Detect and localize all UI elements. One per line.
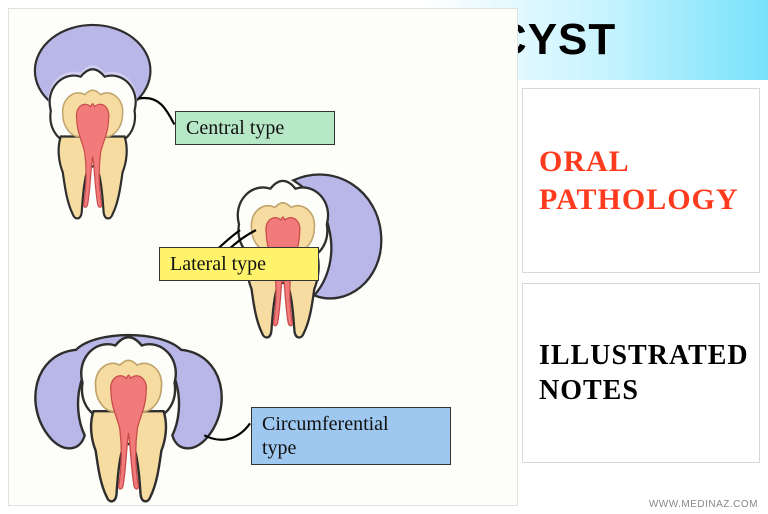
infographic-canvas: DENTIGEROUS CYST: [0, 0, 768, 514]
side-panel: ORAL PATHOLOGY ILLUSTRATED NOTES: [522, 88, 760, 463]
notes-line1: ILLUSTRATED: [539, 338, 743, 373]
label-central: Central type: [175, 111, 335, 145]
oral-pathology-box: ORAL PATHOLOGY: [522, 88, 760, 273]
notes-line2: NOTES: [539, 373, 743, 408]
oral-line2: PATHOLOGY: [539, 181, 743, 219]
oral-line1: ORAL: [539, 143, 743, 181]
footer-url: WWW.MEDINAZ.COM: [649, 499, 758, 510]
label-circumferential: Circumferential type: [251, 407, 451, 465]
label-lateral: Lateral type: [159, 247, 319, 281]
illustrated-notes-box: ILLUSTRATED NOTES: [522, 283, 760, 463]
illustration-panel: Central type Lateral type Circumferentia…: [8, 8, 518, 506]
